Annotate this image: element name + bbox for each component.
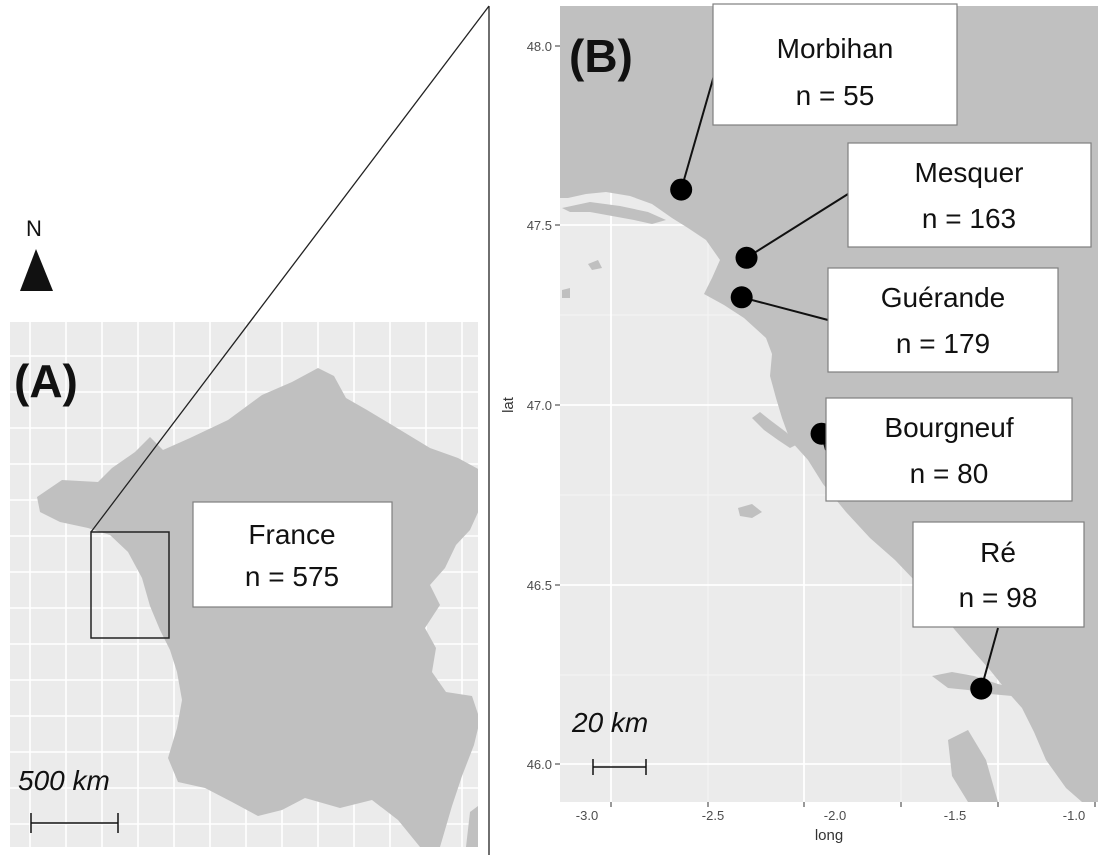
corsica-edge [466,806,478,847]
site-count: n = 80 [910,458,989,489]
site-count: n = 179 [896,328,990,359]
y-axis-title: lat [500,396,517,413]
site-point-re [970,677,993,700]
panel-b-label: (B) [569,30,633,82]
north-arrow-icon [20,249,53,291]
north-label: N [26,216,42,241]
x-axis: -3.0 -2.5 -2.0 -1.5 -1.0 long [576,802,1096,844]
site-count: n = 55 [796,80,875,111]
y-tick-label: 47.5 [527,218,552,233]
leader-line-morbihan [680,71,716,190]
y-tick-label: 48.0 [527,39,552,54]
x-tick-label: -3.0 [576,808,598,823]
panel-b-scale-label: 20 km [571,707,648,738]
x-tick-label: -2.0 [824,808,846,823]
site-point-guerande [730,286,753,309]
site-label-guerande: Guérande n = 179 [827,267,1059,373]
inset-extent-box [90,531,170,639]
france-count-box: France n = 575 [192,501,393,608]
site-name: Mesquer [915,157,1024,188]
y-axis: 48.0 47.5 47.0 46.5 46.0 lat [500,39,560,772]
site-name: Bourgneuf [884,412,1013,443]
north-arrow: N [20,216,53,291]
site-label-morbihan: Morbihan n = 55 [712,3,958,126]
panel-b-scale-bar: 20 km [571,707,648,775]
x-tick-label: -1.0 [1063,808,1085,823]
site-name: Guérande [881,282,1006,313]
panel-a-label: (A) [14,355,78,407]
x-axis-title: long [815,827,843,844]
y-tick-label: 46.0 [527,757,552,772]
x-tick-label: -2.5 [702,808,724,823]
site-count: n = 98 [959,582,1038,613]
site-label-re: Ré n = 98 [912,521,1085,628]
y-tick-label: 46.5 [527,578,552,593]
site-label-bourgneuf: Bourgneuf n = 80 [825,397,1073,502]
leader-line-guerande [741,296,829,321]
panel-a-scale-label: 500 km [18,765,110,796]
y-tick-label: 47.0 [527,398,552,413]
country-name: France [248,519,335,550]
site-count: n = 163 [922,203,1016,234]
site-point-morbihan [670,178,693,201]
site-name: Morbihan [777,33,894,64]
x-tick-label: -1.5 [944,808,966,823]
site-name: Ré [980,537,1016,568]
country-count: n = 575 [245,561,339,592]
zoom-connector-line [90,5,490,533]
site-point-mesquer [735,246,758,269]
leader-line-mesquer [745,193,849,259]
panel-a-scale-bar: 500 km [18,765,119,833]
site-label-mesquer: Mesquer n = 163 [847,142,1092,248]
